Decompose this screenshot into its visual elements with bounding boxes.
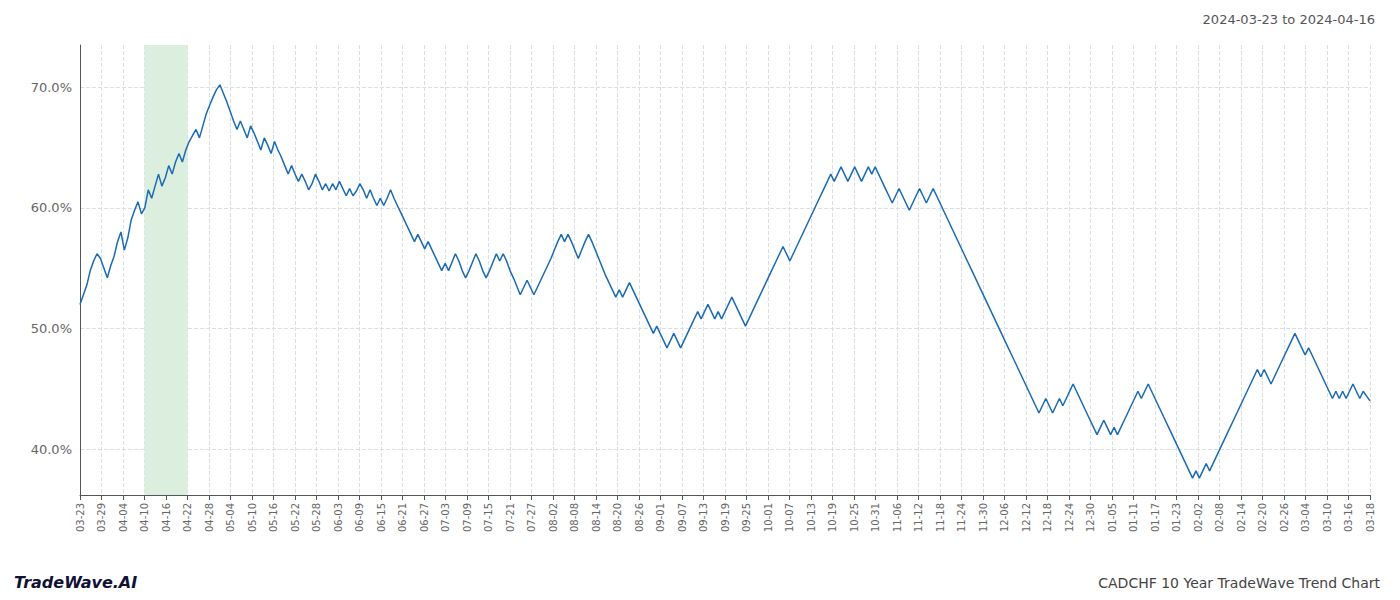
svg-text:01-11: 01-11 [1128,503,1139,532]
svg-text:70.0%: 70.0% [31,80,72,95]
svg-text:04-16: 04-16 [161,503,172,532]
svg-text:04-10: 04-10 [139,503,150,532]
svg-text:01-17: 01-17 [1150,503,1161,532]
svg-text:01-23: 01-23 [1171,503,1182,532]
svg-text:12-30: 12-30 [1085,503,1096,532]
svg-text:11-06: 11-06 [892,503,903,532]
svg-text:11-12: 11-12 [913,503,924,532]
svg-text:09-07: 09-07 [677,503,688,532]
svg-text:08-14: 08-14 [591,503,602,532]
svg-text:03-23: 03-23 [75,503,86,532]
svg-text:03-10: 03-10 [1322,503,1333,532]
svg-text:CADCHF 10 Year TradeWave Trend: CADCHF 10 Year TradeWave Trend Chart [1098,575,1380,591]
svg-text:06-21: 06-21 [397,503,408,532]
svg-text:10-19: 10-19 [827,503,838,532]
svg-text:10-01: 10-01 [763,503,774,532]
svg-text:40.0%: 40.0% [31,442,72,457]
svg-text:11-30: 11-30 [978,503,989,532]
svg-text:04-22: 04-22 [182,503,193,532]
svg-text:09-25: 09-25 [741,503,752,532]
svg-text:03-18: 03-18 [1365,503,1376,532]
svg-text:06-03: 06-03 [333,503,344,532]
svg-text:04-04: 04-04 [118,503,129,532]
svg-text:05-16: 05-16 [268,503,279,532]
svg-text:02-02: 02-02 [1193,503,1204,532]
svg-text:11-24: 11-24 [956,503,967,532]
svg-text:02-26: 02-26 [1279,503,1290,532]
svg-text:60.0%: 60.0% [31,200,72,215]
svg-text:10-31: 10-31 [870,503,881,532]
svg-text:02-20: 02-20 [1257,503,1268,532]
svg-text:02-14: 02-14 [1236,503,1247,532]
svg-text:01-05: 01-05 [1107,503,1118,532]
svg-text:08-02: 08-02 [548,503,559,532]
svg-text:12-12: 12-12 [1021,503,1032,532]
svg-text:07-27: 07-27 [526,503,537,532]
svg-text:03-16: 03-16 [1343,503,1354,532]
svg-text:04-28: 04-28 [204,503,215,532]
svg-text:09-19: 09-19 [720,503,731,532]
svg-text:09-13: 09-13 [698,503,709,532]
svg-text:06-15: 06-15 [376,503,387,532]
svg-text:09-01: 09-01 [655,503,666,532]
svg-text:05-04: 05-04 [225,503,236,532]
svg-text:03-29: 03-29 [96,503,107,532]
svg-text:03-04: 03-04 [1300,503,1311,532]
svg-text:05-28: 05-28 [311,503,322,532]
svg-text:12-18: 12-18 [1042,503,1053,532]
svg-text:07-09: 07-09 [462,503,473,532]
svg-text:07-03: 07-03 [440,503,451,532]
svg-text:12-24: 12-24 [1064,503,1075,532]
svg-text:07-21: 07-21 [505,503,516,532]
svg-text:07-15: 07-15 [483,503,494,532]
svg-text:2024-03-23 to 2024-04-16: 2024-03-23 to 2024-04-16 [1203,12,1375,27]
svg-text:06-09: 06-09 [354,503,365,532]
svg-text:12-06: 12-06 [999,503,1010,532]
svg-text:10-13: 10-13 [806,503,817,532]
svg-text:08-08: 08-08 [569,503,580,532]
svg-text:11-18: 11-18 [935,503,946,532]
svg-text:08-26: 08-26 [634,503,645,532]
svg-text:08-20: 08-20 [612,503,623,532]
svg-text:50.0%: 50.0% [31,321,72,336]
svg-text:02-08: 02-08 [1214,503,1225,532]
svg-text:05-22: 05-22 [290,503,301,532]
svg-text:05-10: 05-10 [247,503,258,532]
svg-text:06-27: 06-27 [419,503,430,532]
svg-text:TradeWave.AI: TradeWave.AI [14,573,137,592]
svg-text:10-25: 10-25 [849,503,860,532]
svg-text:10-07: 10-07 [784,503,795,532]
